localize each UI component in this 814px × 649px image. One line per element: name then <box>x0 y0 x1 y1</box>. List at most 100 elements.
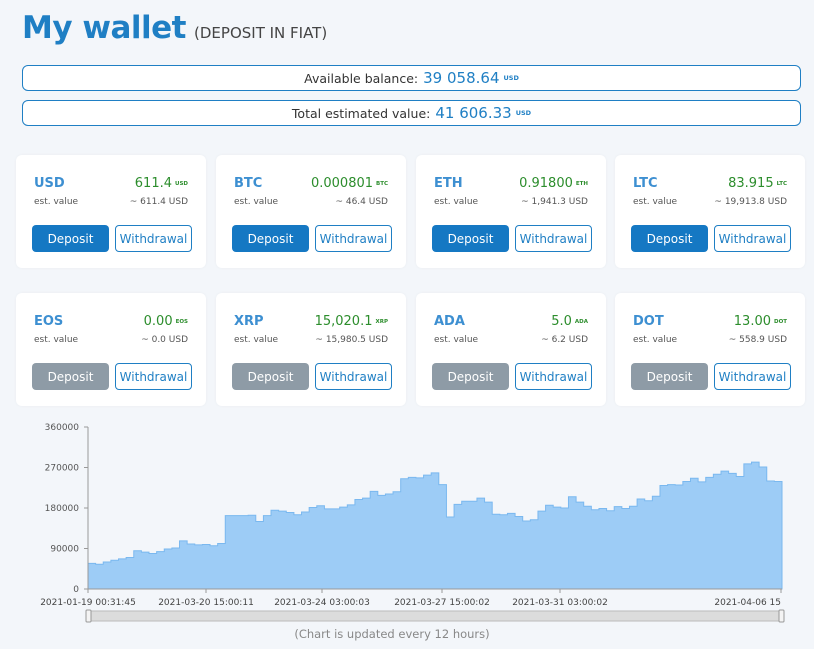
est-value-label: est. value <box>633 197 678 207</box>
est-value: ~ 46.4 USD <box>335 197 388 207</box>
currency-amount-unit: DOT <box>774 318 787 325</box>
currency-amount-unit: XRP <box>375 318 388 325</box>
series-area <box>87 461 783 590</box>
currency-symbol: LTC <box>633 176 658 191</box>
withdrawal-button-ltc[interactable]: Withdrawal <box>714 225 791 252</box>
withdrawal-button-eth[interactable]: Withdrawal <box>515 225 592 252</box>
range-slider-right-handle[interactable] <box>778 609 785 623</box>
currency-amount: 15,020.1 XRP <box>315 314 388 329</box>
currency-symbol: XRP <box>234 314 264 329</box>
y-tick-label: 90000 <box>50 545 79 555</box>
currency-symbol: ETH <box>434 176 463 191</box>
est-value-label: est. value <box>633 335 678 345</box>
est-value: ~ 15,980.5 USD <box>315 335 388 345</box>
page-title: My wallet <box>22 10 187 46</box>
currency-amount-unit: USD <box>175 180 188 187</box>
y-tick-label: 360000 <box>45 423 80 433</box>
withdrawal-button-btc[interactable]: Withdrawal <box>315 225 392 252</box>
currency-amount-unit: ADA <box>574 318 588 325</box>
x-tick-label: 2021-03-31 03:00:02 <box>512 598 608 608</box>
currency-symbol: DOT <box>633 314 664 329</box>
currency-amount-unit: ETH <box>575 180 588 187</box>
x-tick-label: 2021-01-19 00:31:45 <box>40 598 136 608</box>
deposit-button-dot[interactable]: Deposit <box>631 363 708 390</box>
est-value-label: est. value <box>434 197 479 207</box>
currency-card-btc: BTC 0.000801 BTC est. value ~ 46.4 USD Deposi… <box>216 155 406 268</box>
x-tick-label: 2021-04-06 15 <box>714 598 781 608</box>
est-value-label: est. value <box>434 335 479 345</box>
page-subtitle: (DEPOSIT IN FIAT) <box>194 24 328 42</box>
currency-card-ada: ADA 5.0 ADA est. value ~ 6.2 USD Deposit Withd… <box>416 293 606 406</box>
est-value-label: est. value <box>234 335 279 345</box>
deposit-button-eth[interactable]: Deposit <box>432 225 509 252</box>
total-estimated-currency: USD <box>515 109 532 117</box>
est-value: ~ 558.9 USD <box>728 335 787 345</box>
currency-amount-value: 0.91800 <box>519 176 573 191</box>
currency-symbol: EOS <box>34 314 64 329</box>
currency-amount: 611.4 USD <box>135 176 188 191</box>
currency-symbol: BTC <box>234 176 263 191</box>
currency-amount: 83.915 LTC <box>728 176 787 191</box>
est-value: ~ 6.2 USD <box>541 335 588 345</box>
withdrawal-button-xrp[interactable]: Withdrawal <box>315 363 392 390</box>
deposit-button-xrp[interactable]: Deposit <box>232 363 309 390</box>
y-tick-label: 270000 <box>45 464 80 474</box>
available-balance-label: Available balance: <box>304 70 419 86</box>
currency-amount-value: 13.00 <box>733 314 771 329</box>
currency-amount-value: 0.00 <box>143 314 173 329</box>
currency-card-ltc: LTC 83.915 LTC est. value ~ 19,913.8 USD Depo… <box>615 155 805 268</box>
available-balance-currency: USD <box>503 74 519 82</box>
currency-card-usd: USD 611.4 USD est. value ~ 611.4 USD Deposit W… <box>16 155 206 268</box>
est-value: ~ 611.4 USD <box>129 197 188 207</box>
est-value: ~ 1,941.3 USD <box>521 197 588 207</box>
currency-amount: 0.91800 ETH <box>519 176 588 191</box>
est-value-label: est. value <box>34 197 79 207</box>
x-tick-label: 2021-03-27 15:00:02 <box>394 598 490 608</box>
deposit-button-usd[interactable]: Deposit <box>32 225 109 252</box>
total-estimated-value-label: Total estimated value: <box>291 105 431 121</box>
currency-card-xrp: XRP 15,020.1 XRP est. value ~ 15,980.5 USD De… <box>216 293 406 406</box>
currency-amount-value: 83.915 <box>728 176 774 191</box>
deposit-button-eos[interactable]: Deposit <box>32 363 109 390</box>
x-tick-label: 2021-03-20 15:00:11 <box>158 598 254 608</box>
est-value-label: est. value <box>34 335 79 345</box>
currency-amount-value: 5.0 <box>551 314 572 329</box>
currency-amount-unit: BTC <box>376 180 388 187</box>
est-value: ~ 0.0 USD <box>141 335 188 345</box>
total-estimated-value-box: Total estimated value: 41 606.33 USD <box>22 100 801 126</box>
est-value-label: est. value <box>234 197 279 207</box>
x-tick-label: 2021-03-24 03:00:03 <box>274 598 370 608</box>
currency-amount-value: 0.000801 <box>310 176 374 191</box>
deposit-button-ada[interactable]: Deposit <box>432 363 509 390</box>
currency-amount: 0.000801 BTC <box>311 176 388 191</box>
available-balance-value: 39 058.64 <box>423 69 500 87</box>
withdrawal-button-usd[interactable]: Withdrawal <box>115 225 192 252</box>
deposit-button-ltc[interactable]: Deposit <box>631 225 708 252</box>
y-tick-label: 180000 <box>45 504 80 514</box>
range-slider-track <box>87 610 783 622</box>
currency-amount: 0.00 EOS <box>144 314 188 329</box>
currency-symbol: ADA <box>434 314 465 329</box>
currency-amount-value: 15,020.1 <box>314 314 373 329</box>
currency-amount-unit: EOS <box>175 318 188 325</box>
chart-update-note: (Chart is updated every 12 hours) <box>294 627 490 641</box>
currency-card-eth: ETH 0.91800 ETH est. value ~ 1,941.3 USD Depo… <box>416 155 606 268</box>
range-slider-left-handle[interactable] <box>85 609 92 623</box>
available-balance-box: Available balance: 39 058.64 USD <box>22 65 801 91</box>
deposit-button-btc[interactable]: Deposit <box>232 225 309 252</box>
withdrawal-button-ada[interactable]: Withdrawal <box>515 363 592 390</box>
currency-amount: 5.0 ADA <box>551 314 588 329</box>
balance-history-chart: 360000 270000 180000 90000 0 2021-01-19 00:31… <box>40 423 785 623</box>
currency-symbol: USD <box>34 176 65 191</box>
total-estimated-value: 41 606.33 <box>435 104 512 122</box>
currency-amount-value: 611.4 <box>134 176 172 191</box>
y-tick-label: 0 <box>73 585 79 595</box>
withdrawal-button-eos[interactable]: Withdrawal <box>115 363 192 390</box>
currency-amount: 13.00 DOT <box>734 314 787 329</box>
withdrawal-button-dot[interactable]: Withdrawal <box>714 363 791 390</box>
currency-card-dot: DOT 13.00 DOT est. value ~ 558.9 USD Deposit W… <box>615 293 805 406</box>
est-value: ~ 19,913.8 USD <box>714 197 787 207</box>
page-header: My wallet (DEPOSIT IN FIAT) <box>22 10 327 46</box>
currency-card-eos: EOS 0.00 EOS est. value ~ 0.0 USD Deposit With… <box>16 293 206 406</box>
currency-amount-unit: LTC <box>776 180 787 187</box>
